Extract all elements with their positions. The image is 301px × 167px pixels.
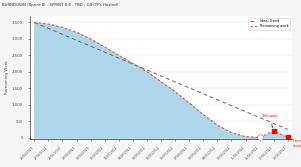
- Ideal Trend: [216, 99, 219, 101]
- Remaining work: [258, 136, 261, 138]
- Remaining work: [131, 63, 135, 65]
- Remaining work: [244, 136, 247, 138]
- Ideal Trend: [33, 21, 36, 23]
- Ideal Trend: [230, 105, 233, 107]
- Remaining work: [216, 124, 219, 126]
- Ideal Trend: [75, 39, 78, 41]
- Remaining work: [286, 136, 290, 138]
- Ideal Trend: [61, 33, 64, 35]
- Text: Still away: Still away: [262, 114, 277, 128]
- Text: The real data burn-down
should equate to zero: The real data burn-down should equate to…: [288, 137, 301, 147]
- Ideal Trend: [201, 93, 205, 95]
- Y-axis label: Remaining Work: Remaining Work: [5, 60, 9, 94]
- Line: Ideal Trend: Ideal Trend: [34, 22, 288, 129]
- Ideal Trend: [286, 128, 290, 130]
- Remaining work: [159, 81, 163, 83]
- Ideal Trend: [89, 45, 92, 47]
- Ideal Trend: [173, 81, 177, 83]
- Ideal Trend: [258, 117, 261, 119]
- Remaining work: [89, 38, 92, 40]
- Ideal Trend: [131, 63, 135, 65]
- Remaining work: [201, 114, 205, 116]
- Remaining work: [173, 91, 177, 93]
- Ideal Trend: [244, 111, 247, 113]
- Line: Remaining work: Remaining work: [34, 22, 288, 137]
- Ideal Trend: [145, 69, 149, 71]
- Ideal Trend: [103, 51, 107, 53]
- Ideal Trend: [188, 87, 191, 89]
- Text: BURNDOWN (Sprint 8) - SPRINT 8 8 - TBD - CB (TFS Hosted): BURNDOWN (Sprint 8) - SPRINT 8 8 - TBD -…: [2, 4, 118, 7]
- Remaining work: [145, 71, 149, 73]
- Remaining work: [272, 130, 275, 132]
- Ideal Trend: [272, 122, 275, 124]
- Remaining work: [47, 23, 50, 25]
- Remaining work: [117, 54, 121, 56]
- Ideal Trend: [117, 57, 121, 59]
- Remaining work: [188, 102, 191, 104]
- Legend: Ideal Trend, Remaining work: Ideal Trend, Remaining work: [248, 18, 290, 30]
- Ideal Trend: [47, 27, 50, 29]
- Remaining work: [33, 21, 36, 23]
- Ideal Trend: [159, 75, 163, 77]
- Remaining work: [230, 132, 233, 134]
- Remaining work: [75, 31, 78, 33]
- Remaining work: [103, 46, 107, 48]
- Remaining work: [61, 26, 64, 28]
